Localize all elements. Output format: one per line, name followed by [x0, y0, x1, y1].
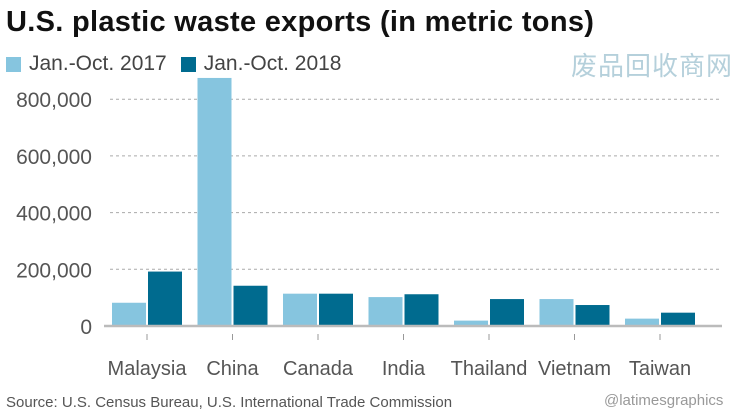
bar-china-2018: [233, 285, 268, 326]
y-tick-label: 0: [80, 316, 92, 339]
bar-thailand-2018: [490, 299, 524, 326]
x-tick-label: China: [206, 358, 259, 380]
watermark-logo: 废品回收商网: [570, 52, 733, 82]
bar-india-2017: [368, 297, 403, 326]
legend-swatch-2018: [180, 56, 196, 72]
bar-canada-2017: [283, 293, 317, 326]
legend-item-2018: Jan.-Oct. 2018: [180, 52, 342, 76]
bar-taiwan-2018: [661, 312, 695, 326]
legend: Jan.-Oct. 2017 Jan.-Oct. 2018: [6, 52, 356, 76]
legend-label-2018: Jan.-Oct. 2018: [203, 52, 342, 75]
legend-item-2017: Jan.-Oct. 2017: [6, 52, 167, 76]
y-tick-label: 400,000: [16, 203, 92, 226]
bar-malaysia-2017: [112, 302, 146, 326]
y-tick-label: 600,000: [16, 146, 92, 169]
legend-swatch-2017: [6, 56, 21, 72]
legend-label-2017: Jan.-Oct. 2017: [29, 52, 167, 75]
credit: @latimesgraphics: [604, 392, 724, 409]
bar-vietnam-2018: [575, 305, 610, 326]
x-tick-label: Canada: [283, 358, 354, 380]
bar-vietnam-2017: [539, 299, 574, 326]
source-note: Source: U.S. Census Bureau, U.S. Interna…: [6, 394, 453, 411]
bar-taiwan-2017: [625, 318, 659, 326]
bar-india-2018: [404, 294, 439, 326]
bar-china-2017: [197, 77, 232, 326]
x-tick-label: Thailand: [451, 358, 528, 380]
bar-malaysia-2018: [148, 271, 182, 326]
x-tick-label: India: [382, 358, 426, 380]
y-tick-label: 800,000: [16, 89, 92, 112]
bar-canada-2018: [319, 293, 353, 326]
bar-thailand-2017: [454, 320, 488, 326]
x-tick-label: Vietnam: [538, 358, 611, 380]
y-tick-label: 200,000: [16, 259, 92, 282]
x-tick-label: Taiwan: [629, 358, 691, 380]
x-tick-label: Malaysia: [108, 358, 188, 380]
chart-title: U.S. plastic waste exports (in metric to…: [6, 6, 595, 38]
